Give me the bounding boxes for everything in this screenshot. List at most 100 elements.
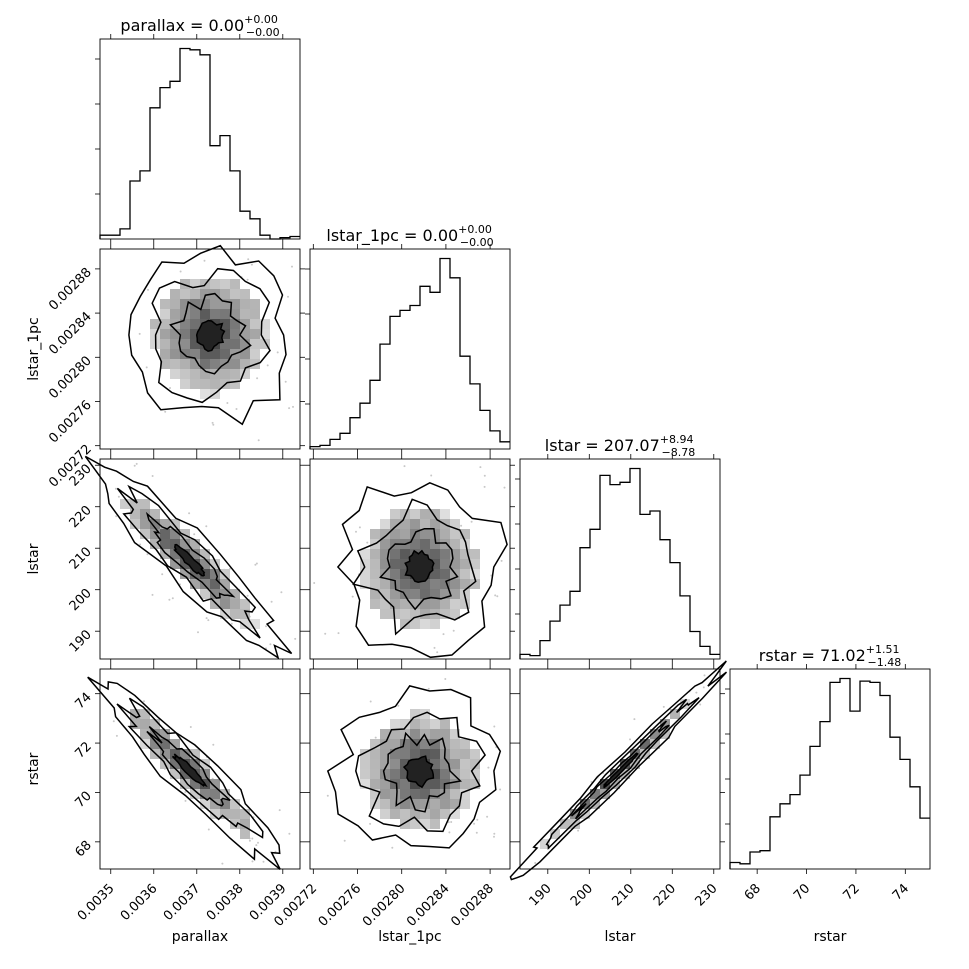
density-cell — [240, 329, 250, 339]
sample-point — [479, 466, 482, 469]
density-cell — [160, 349, 170, 359]
panel-frame — [309, 668, 511, 870]
sample-point — [278, 809, 281, 812]
sample-point — [246, 278, 249, 281]
density-cell — [410, 779, 420, 789]
density-cell — [440, 569, 450, 579]
density-cell — [370, 569, 380, 579]
density-cell — [380, 559, 390, 569]
density-cell — [430, 739, 440, 749]
density-cell — [550, 829, 560, 839]
density-cell — [410, 709, 420, 719]
density-cell — [390, 779, 400, 789]
x-axis-label-rstar: rstar — [814, 929, 847, 945]
density-cell — [170, 759, 180, 769]
density-cell — [200, 349, 210, 359]
density-cell — [410, 749, 420, 759]
density-cell — [450, 559, 460, 569]
density-cell — [190, 279, 200, 289]
sample-point — [460, 524, 463, 527]
sample-point — [366, 541, 369, 544]
density-cell — [210, 789, 220, 799]
density-cell — [430, 589, 440, 599]
title-value: 0.00 — [209, 16, 245, 35]
density-cell — [170, 309, 180, 319]
x-tick-label: 0.00280 — [360, 881, 409, 930]
density-cell — [430, 749, 440, 759]
density-cell — [360, 559, 370, 569]
density-cell — [200, 579, 210, 589]
density-cell — [170, 359, 180, 369]
sample-point — [397, 704, 400, 707]
density-cell — [260, 339, 270, 349]
density-cell — [400, 569, 410, 579]
density-cell — [390, 519, 400, 529]
density-cell — [680, 699, 690, 709]
sample-point — [534, 862, 537, 864]
density-cell — [190, 789, 200, 799]
density-cell — [620, 769, 630, 779]
sample-point — [221, 862, 224, 865]
sample-point — [184, 791, 187, 793]
density-cell — [370, 769, 380, 779]
density-cell — [420, 789, 430, 799]
x-tick-label: 0.0035 — [75, 881, 118, 924]
sample-point — [288, 407, 291, 410]
sample-point — [138, 332, 141, 335]
sample-point — [247, 258, 250, 261]
sample-point — [211, 421, 214, 424]
density-cell — [390, 549, 400, 559]
sample-point — [169, 387, 171, 389]
y-tick-label: 72 — [73, 739, 95, 761]
sample-point — [374, 736, 377, 739]
sample-point — [246, 594, 249, 597]
sample-point — [287, 295, 289, 298]
density-cell — [410, 619, 420, 629]
density-cell — [240, 309, 250, 319]
sample-point — [355, 530, 357, 533]
density-cell — [470, 759, 480, 769]
density-cell — [260, 329, 270, 339]
x-tick-label: 220 — [651, 881, 679, 909]
density-cell — [670, 709, 680, 719]
sample-point — [248, 839, 251, 842]
y-tick-label: 190 — [67, 627, 95, 655]
panel-title: parallax = 0.00+0.00 −0.00 — [120, 13, 279, 39]
density-cell — [400, 779, 410, 789]
density-cell — [440, 579, 450, 589]
density-cell — [360, 749, 370, 759]
sample-point — [171, 597, 174, 600]
title-upper-error: +1.51 — [866, 643, 900, 656]
density-cell — [570, 819, 580, 829]
density-cell — [230, 819, 240, 829]
density-cell — [180, 559, 190, 569]
x-tick-label: 72 — [840, 881, 862, 903]
sample-point — [433, 646, 436, 649]
density-cell — [450, 749, 460, 759]
density-cell — [230, 809, 240, 819]
sample-point — [284, 380, 287, 383]
panel-frame — [519, 458, 721, 660]
density-cell — [390, 739, 400, 749]
density-cell — [370, 549, 380, 559]
density-cell — [440, 739, 450, 749]
density-cell — [420, 589, 430, 599]
density-cell — [190, 779, 200, 789]
density-cell — [370, 759, 380, 769]
density-cell — [380, 589, 390, 599]
density-cell — [220, 299, 230, 309]
sample-point — [499, 788, 502, 791]
sample-point — [452, 629, 455, 632]
density-cell — [460, 799, 470, 809]
density-cell — [430, 779, 440, 789]
sample-point — [280, 591, 283, 594]
density-cell — [440, 509, 450, 519]
density-cell — [560, 819, 570, 829]
density-cell — [460, 779, 470, 789]
density-cell — [360, 569, 370, 579]
density-cell — [150, 329, 160, 339]
x-tick-label: 0.00276 — [316, 881, 365, 930]
density-cell — [430, 599, 440, 609]
density-cell — [210, 569, 220, 579]
contour-line — [84, 455, 293, 660]
